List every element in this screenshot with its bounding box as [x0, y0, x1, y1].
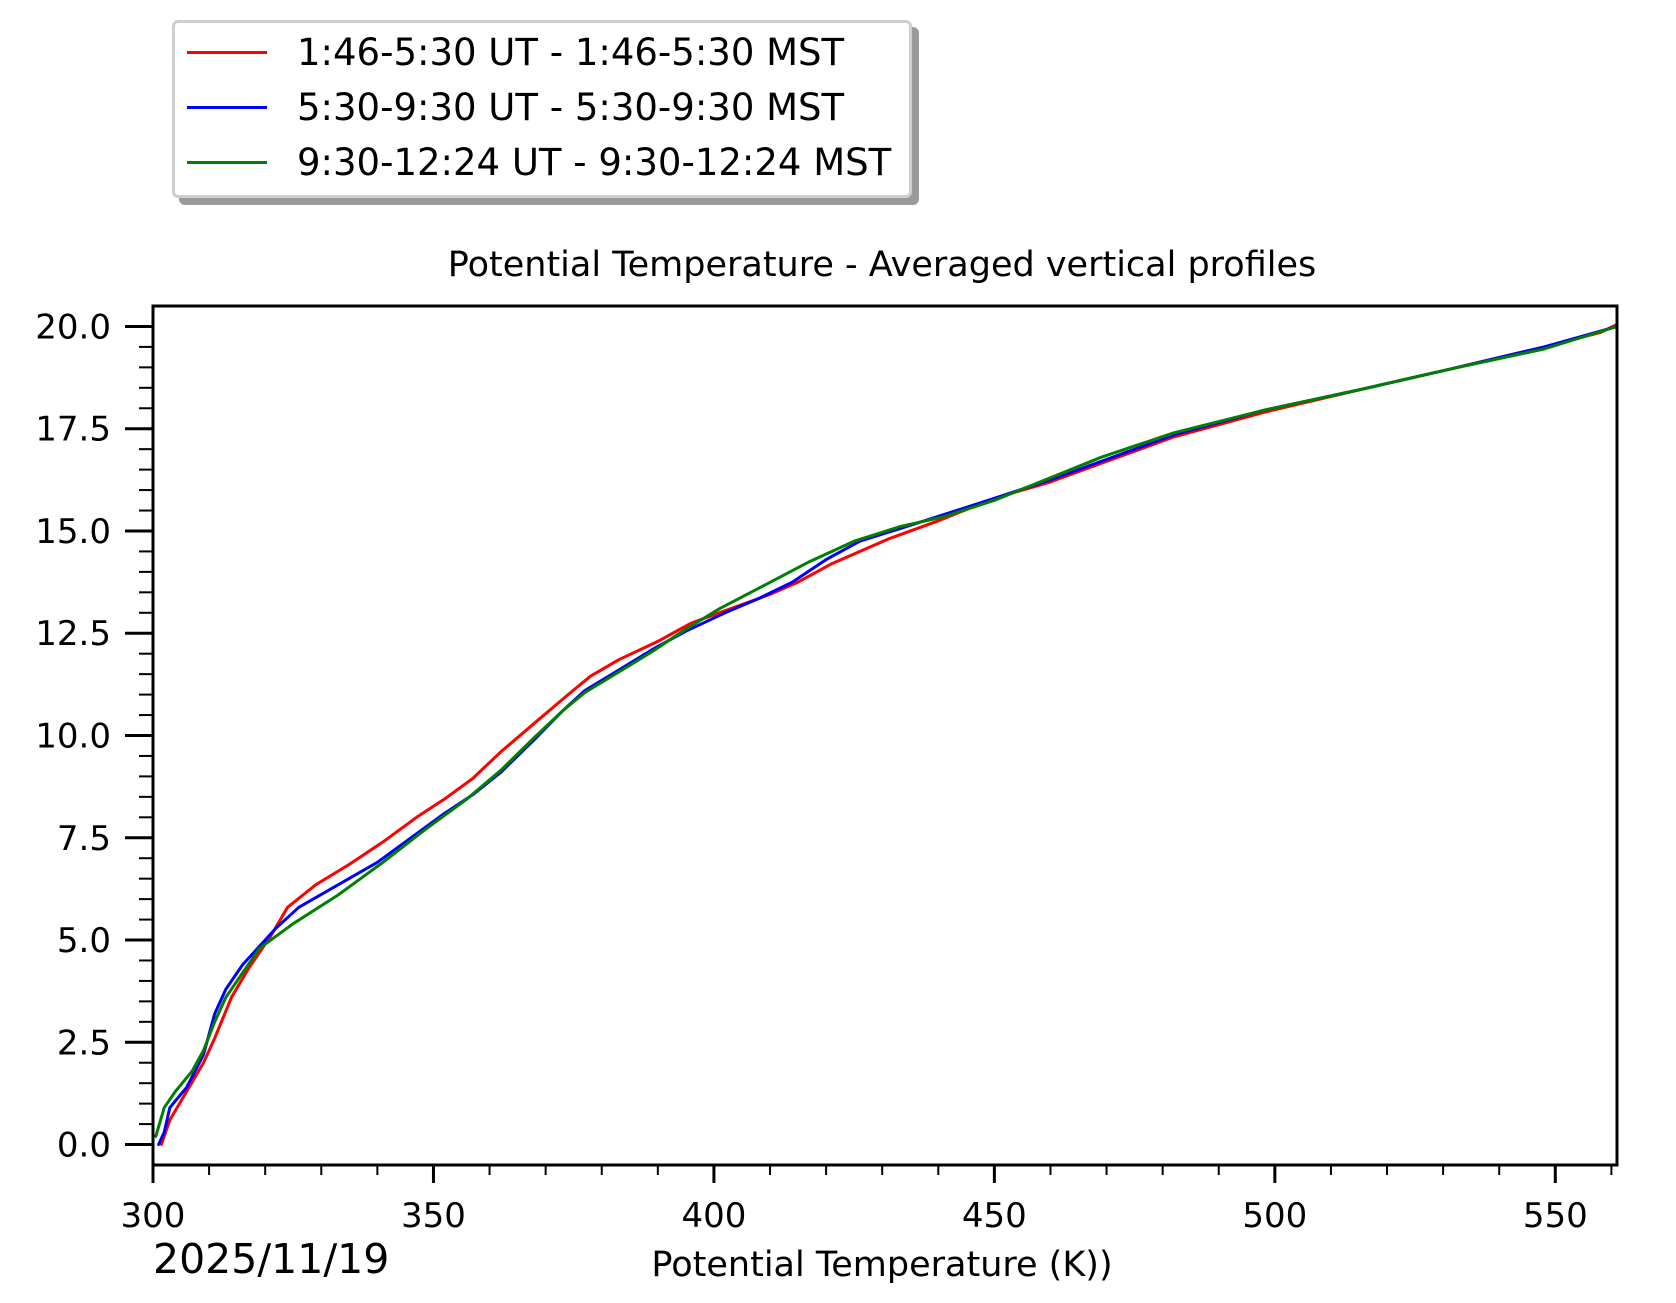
legend-swatch	[187, 105, 267, 109]
plot-frame	[151, 304, 1619, 1167]
y-tick-label: 10.0	[35, 717, 111, 757]
series-line	[159, 322, 1619, 1146]
y-tick-label: 0.0	[57, 1126, 111, 1166]
x-tick-label: 300	[121, 1196, 186, 1236]
x-tick-label: 400	[681, 1196, 746, 1236]
x-tick-label: 350	[401, 1196, 466, 1236]
x-tick-label: 500	[1242, 1196, 1307, 1236]
legend: 1:46-5:30 UT - 1:46-5:30 MST 5:30-9:30 U…	[172, 20, 912, 198]
y-tick-label: 20.0	[35, 307, 111, 347]
y-tick-label: 7.5	[57, 819, 111, 859]
chart-title: Potential Temperature - Averaged vertica…	[448, 245, 1317, 285]
series-lines	[154, 322, 1619, 1146]
legend-item: 9:30-12:24 UT - 9:30-12:24 MST	[187, 140, 891, 184]
series-line	[154, 325, 1619, 1138]
y-tick-label: 12.5	[35, 614, 111, 654]
legend-label: 1:46-5:30 UT - 1:46-5:30 MST	[297, 30, 845, 74]
y-tick-label: 5.0	[57, 921, 111, 961]
legend-item: 5:30-9:30 UT - 5:30-9:30 MST	[187, 85, 844, 129]
series-line	[157, 325, 1619, 1146]
legend-label: 9:30-12:24 UT - 9:30-12:24 MST	[297, 140, 892, 184]
axis-ticks: 300 350 400 450 500 550 0.0 2.5 5.0 7.5 10.0 12.5 15…	[35, 307, 1613, 1236]
y-tick-label: 17.5	[35, 410, 111, 450]
legend-swatch	[187, 50, 267, 54]
y-tick-label: 2.5	[57, 1023, 111, 1063]
x-axis-label: Potential Temperature (K))	[651, 1245, 1112, 1285]
x-tick-label: 550	[1523, 1196, 1588, 1236]
legend-swatch	[187, 160, 267, 164]
x-tick-label: 450	[962, 1196, 1027, 1236]
legend-label: 5:30-9:30 UT - 5:30-9:30 MST	[297, 85, 845, 129]
y-tick-label: 15.0	[35, 512, 111, 552]
date-label: 2025/11/19	[153, 1235, 389, 1283]
legend-item: 1:46-5:30 UT - 1:46-5:30 MST	[187, 30, 844, 74]
